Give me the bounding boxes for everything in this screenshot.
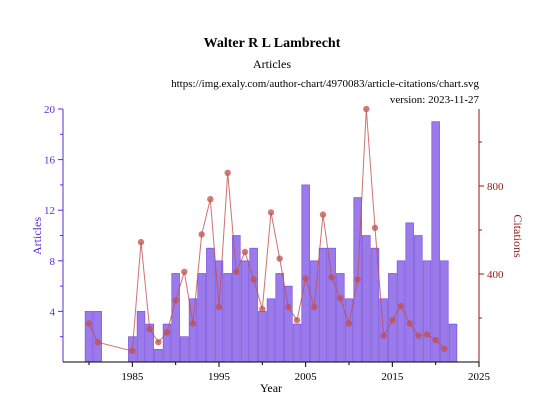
citations-point-1988 [155, 339, 162, 346]
bar-2020 [431, 121, 440, 363]
bar-1994 [206, 247, 215, 363]
bar-1980 [84, 311, 94, 363]
citations-point-2019 [423, 331, 431, 338]
citations-point-2001 [267, 209, 275, 216]
bar-2000 [258, 311, 267, 363]
citations-point-1994 [207, 196, 214, 203]
bar-1988 [154, 349, 163, 363]
bar-1990 [171, 273, 180, 363]
citations-point-1996 [224, 169, 231, 176]
citations-point-2004 [293, 317, 301, 324]
bar-2022 [448, 323, 458, 363]
bar-2018 [414, 235, 423, 363]
x-tick-label: 1995 [208, 371, 231, 383]
citations-point-2011 [354, 276, 361, 283]
citations-point-1987 [146, 325, 153, 333]
x-tick-label: 2005 [295, 371, 318, 383]
citations-point-1990 [172, 297, 179, 304]
bar-2012 [362, 235, 371, 363]
version-label: version: 2023-11-27 [390, 94, 480, 106]
citations-point-2012 [363, 105, 370, 113]
bar-2003 [284, 285, 293, 363]
bar-1991 [180, 336, 189, 363]
bar-2019 [422, 260, 432, 363]
citations-point-2000 [259, 306, 266, 313]
bar-2001 [266, 298, 276, 363]
citations-point-2010 [345, 320, 353, 327]
citations-point-2002 [276, 255, 283, 262]
bar-2004 [292, 323, 302, 363]
citations-point-2018 [415, 332, 422, 339]
citations-point-2007 [319, 211, 327, 218]
citations-point-2020 [432, 336, 439, 344]
source-url: https://img.exaly.com/author-chart/49700… [171, 78, 479, 90]
citations-point-1999 [250, 276, 257, 283]
citations-point-1980 [85, 320, 93, 327]
x-tick-label: 1985 [121, 371, 144, 383]
citations-point-1991 [181, 268, 188, 275]
citations-point-2009 [337, 295, 344, 302]
citations-point-1985 [129, 347, 136, 355]
citations-point-1981 [94, 339, 101, 346]
y-right-tick-label: 800 [487, 181, 504, 193]
citations-point-2006 [311, 303, 318, 311]
y-left-tick-label: 4 [50, 306, 56, 318]
citations-point-2015 [389, 317, 396, 324]
axis-ticks: 1985 1995 2005 2015 2025 4 8 12 16 20 400 800 [44, 104, 504, 383]
bar-2017 [405, 222, 414, 363]
bar-1999 [249, 247, 258, 363]
citations-point-2021 [441, 345, 448, 352]
citations-point-2016 [397, 302, 405, 310]
bar-2002 [275, 273, 284, 363]
citations-point-1998 [241, 248, 249, 256]
bar-2007 [318, 247, 328, 363]
x-tick-label: 2025 [468, 371, 491, 383]
y-left-tick-label: 16 [44, 155, 56, 167]
bar-1993 [197, 273, 206, 363]
citations-point-1986 [137, 238, 145, 246]
bar-1986 [136, 311, 146, 363]
citations-point-1993 [198, 231, 205, 238]
citations-point-1997 [233, 268, 240, 275]
x-tick-label: 2015 [381, 371, 404, 383]
bar-1996 [223, 273, 232, 363]
citations-point-2003 [285, 303, 292, 311]
citations-point-2014 [380, 332, 387, 339]
citations-point-1989 [163, 329, 171, 336]
y-left-tick-label: 20 [44, 104, 56, 116]
bar-1998 [240, 260, 250, 363]
y-left-tick-label: 12 [44, 205, 55, 217]
y-axis-label-left: Articles [30, 217, 44, 255]
citations-point-2008 [328, 274, 335, 281]
bar-1997 [232, 235, 241, 363]
bar-2005 [301, 184, 310, 363]
y-right-tick-label: 400 [487, 269, 504, 281]
chart-subtitle: Articles [253, 57, 291, 71]
citations-point-1995 [215, 303, 223, 311]
bar-2008 [327, 247, 336, 363]
y-left-tick-label: 8 [50, 256, 56, 268]
line-series-citations [85, 105, 448, 355]
x-axis-label: Year [260, 381, 282, 395]
citations-point-2005 [302, 275, 309, 282]
citations-point-2017 [406, 320, 413, 327]
chart-title: Walter R L Lambrecht [204, 36, 341, 51]
y-axis-label-right: Citations [511, 214, 525, 258]
citations-point-1992 [189, 320, 197, 327]
bar-2009 [336, 273, 345, 363]
citations-point-2013 [371, 224, 379, 231]
